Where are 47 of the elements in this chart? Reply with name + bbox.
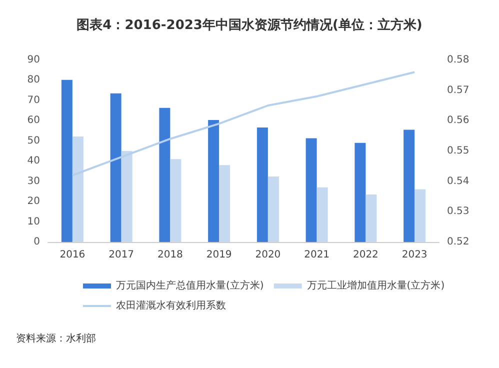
x-tick-label: 2017: [108, 250, 134, 260]
y2-tick-label: 0.54: [447, 176, 470, 187]
bar: [208, 120, 220, 242]
bar: [414, 189, 426, 242]
text: 资料来源：水利部: [16, 332, 96, 344]
y-tick-label: 20: [27, 196, 40, 208]
y-tick-label: 60: [27, 115, 40, 126]
bar: [110, 93, 122, 242]
bar: [256, 128, 268, 242]
y2-tick-label: 0.53: [447, 206, 470, 218]
bar: [306, 138, 317, 242]
y2-tick-label: 0.52: [447, 236, 470, 248]
y-tick-label: 50: [27, 135, 40, 146]
bar: [268, 176, 279, 242]
bar: [366, 194, 377, 242]
bar: [170, 159, 182, 242]
bar: [354, 142, 366, 242]
bar: [72, 136, 84, 242]
y2-tick-label: 0.57: [447, 84, 470, 96]
x-tick-label: 2021: [304, 250, 330, 260]
y2-tick-label: 0.55: [447, 146, 470, 156]
bar: [121, 151, 132, 242]
y-tick-label: 70: [27, 94, 40, 106]
x-tick-label: 2023: [402, 250, 428, 260]
line-series: [71, 71, 416, 176]
x-tick-label: 2020: [255, 250, 281, 260]
chart-title: 图表4：2016-2023年中国水资源节约情况(单位：立方米): [76, 17, 422, 33]
bar: [61, 80, 72, 242]
bar: [159, 108, 170, 242]
x-tick-label: 2019: [206, 250, 232, 260]
x-tick-label: 2016: [60, 250, 86, 260]
y-tick-label: 10: [27, 216, 40, 228]
bar: [316, 187, 328, 242]
y-tick-label: 40: [27, 156, 40, 167]
legend-label: 农田灌溉水有效利用系数: [116, 300, 226, 312]
legend-label: 万元国内生产总值用水量(立方米): [116, 280, 264, 292]
x-tick-label: 2022: [352, 250, 378, 260]
y-tick-label: 80: [27, 74, 40, 86]
y2-tick-label: 0.56: [447, 115, 470, 126]
legend-label: 万元工业增加值用水量(立方米): [306, 280, 445, 292]
y-tick-label: 0: [34, 236, 40, 248]
y2-tick-label: 0.58: [447, 54, 470, 66]
y-tick-label: 30: [27, 176, 40, 187]
y-tick-label: 90: [27, 54, 40, 66]
bar: [404, 130, 415, 242]
bar: [219, 165, 230, 242]
x-tick-label: 2018: [157, 250, 183, 260]
